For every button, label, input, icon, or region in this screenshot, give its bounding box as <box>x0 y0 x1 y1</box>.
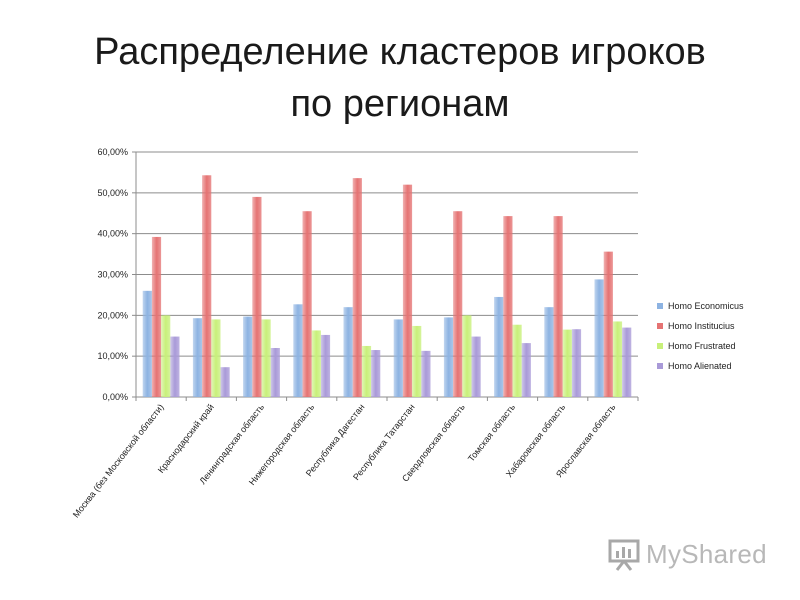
bar <box>512 324 522 397</box>
category-label: Ярославская область <box>554 402 618 480</box>
watermark: MyShared <box>606 536 767 572</box>
bar <box>453 211 463 397</box>
bar <box>594 279 604 397</box>
category-label: Краснодарский край <box>156 402 216 475</box>
bar <box>220 367 230 397</box>
y-tick-label: 40,00% <box>97 229 128 239</box>
bar <box>494 296 504 397</box>
bar <box>252 196 262 397</box>
bar <box>293 304 303 397</box>
legend-swatch <box>657 303 663 309</box>
presentation-board-icon <box>608 539 640 571</box>
bar <box>393 319 403 397</box>
bar <box>311 330 321 397</box>
bar <box>261 319 271 397</box>
bar <box>170 336 180 397</box>
bar <box>544 307 554 397</box>
bar <box>361 345 372 397</box>
bar <box>443 317 454 397</box>
bar <box>603 251 613 397</box>
bar <box>270 348 280 397</box>
legend-label: Homo Frustrated <box>668 341 736 351</box>
bar <box>412 325 422 397</box>
bar <box>402 184 413 397</box>
bar <box>142 290 152 397</box>
bar <box>503 216 513 397</box>
bar <box>521 343 531 397</box>
bar <box>161 315 171 397</box>
category-label: Москва (без Московской области) <box>71 402 166 519</box>
bar <box>320 334 331 397</box>
y-tick-label: 10,00% <box>97 351 128 361</box>
legend-swatch <box>657 363 663 369</box>
bar <box>352 178 362 397</box>
bar <box>151 236 162 397</box>
legend-swatch <box>657 343 663 349</box>
bar <box>243 316 253 397</box>
y-tick-label: 50,00% <box>97 188 128 198</box>
legend-label: Homo Institucius <box>668 321 735 331</box>
bar <box>202 175 212 397</box>
bar <box>343 307 353 397</box>
bar <box>371 350 381 397</box>
bar <box>211 319 221 397</box>
slide-title: Распределение кластеров игроков по регио… <box>0 26 800 130</box>
y-tick-label: 20,00% <box>97 310 128 320</box>
watermark-text: MyShared <box>646 538 767 569</box>
y-tick-label: 30,00% <box>97 270 128 280</box>
bar <box>571 329 582 397</box>
legend-label: Homo Alienated <box>668 361 732 371</box>
legend-label: Homo Economicus <box>668 301 744 311</box>
bar <box>612 321 623 397</box>
slide-title-line-1: Распределение кластеров игроков <box>94 31 706 73</box>
bar <box>302 211 312 397</box>
category-label: Томская область <box>466 402 517 464</box>
bar <box>562 329 572 397</box>
bar <box>553 216 563 397</box>
bar <box>192 318 203 397</box>
legend-swatch <box>657 323 663 329</box>
bar <box>421 350 431 397</box>
y-tick-label: 0,00% <box>102 392 128 402</box>
slide-title-line-2: по регионам <box>290 83 510 125</box>
y-tick-label: 60,00% <box>97 147 128 157</box>
bar <box>471 336 481 397</box>
bar <box>462 315 472 397</box>
bar <box>622 327 632 397</box>
